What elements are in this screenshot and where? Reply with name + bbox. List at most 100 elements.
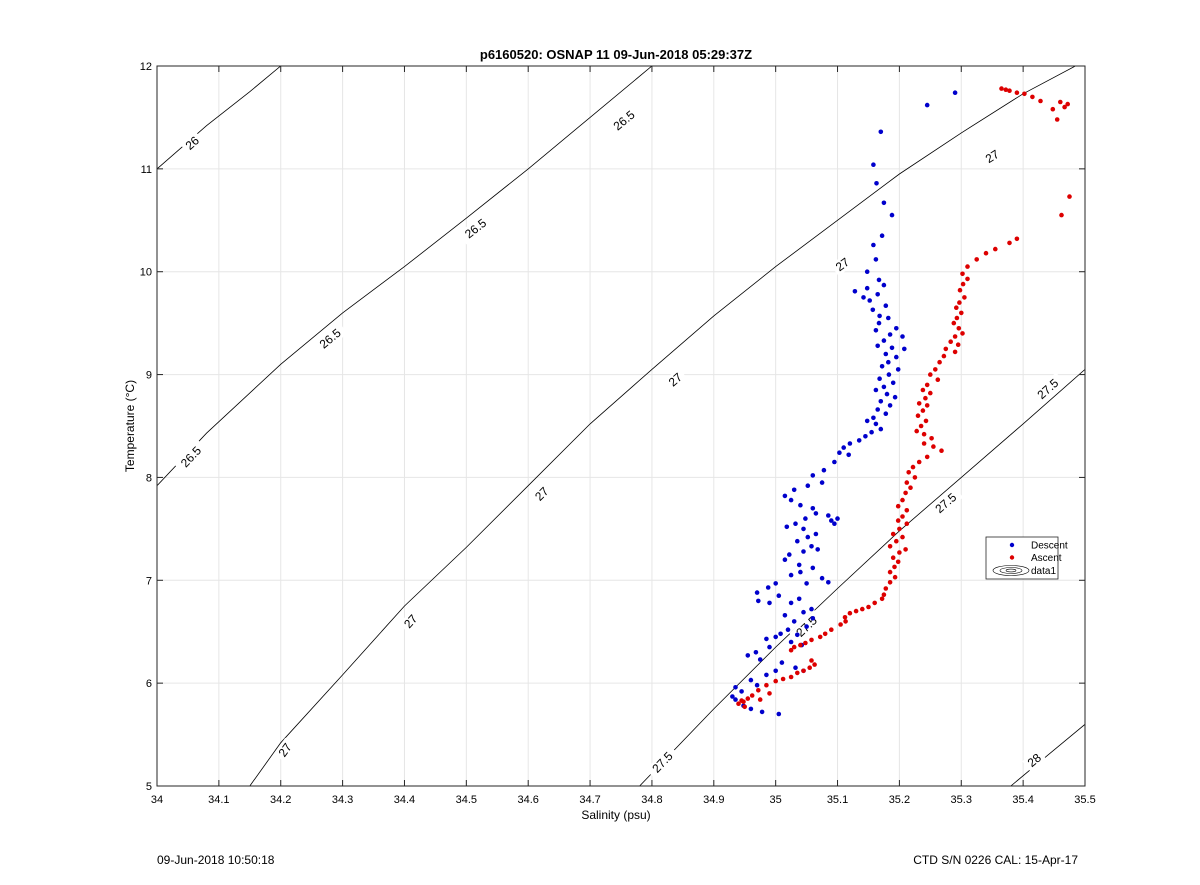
point-ascent	[923, 395, 928, 401]
point-ascent	[1022, 91, 1027, 97]
point-descent	[873, 421, 879, 427]
point-ascent	[1058, 99, 1063, 105]
point-descent	[883, 303, 889, 309]
point-ascent	[931, 444, 936, 449]
contour-label-bg	[645, 745, 680, 780]
point-descent	[886, 359, 891, 365]
point-ascent	[788, 647, 794, 653]
point-descent	[847, 441, 853, 446]
point-descent	[867, 298, 872, 303]
point-ascent	[890, 531, 896, 537]
point-ascent	[1003, 87, 1009, 92]
contour-label-bg	[980, 145, 1005, 168]
point-descent	[837, 450, 842, 456]
point-ascent	[1067, 194, 1072, 199]
point-ascent	[912, 475, 918, 480]
point-descent	[864, 285, 870, 291]
point-ascent	[803, 640, 808, 646]
point-ascent	[895, 559, 901, 565]
point-descent	[881, 384, 887, 390]
point-ascent	[1030, 94, 1035, 100]
point-ascent	[955, 342, 961, 348]
point-ascent	[1038, 98, 1043, 104]
point-ascent	[910, 464, 916, 470]
point-descent	[730, 694, 735, 699]
point-descent	[894, 326, 899, 331]
point-ascent	[847, 610, 853, 616]
point-descent	[832, 459, 837, 465]
point-descent	[782, 557, 788, 562]
point-descent	[784, 524, 790, 530]
contour-label-bg	[529, 481, 554, 506]
contour-line	[157, 66, 653, 486]
point-descent	[810, 473, 816, 478]
point-ascent	[941, 353, 947, 359]
point-descent	[765, 585, 771, 590]
point-ascent	[916, 459, 922, 465]
point-ascent	[736, 701, 741, 706]
point-descent	[871, 162, 876, 167]
point-ascent	[756, 688, 761, 693]
point-descent	[873, 328, 879, 333]
point-ascent	[1062, 104, 1067, 110]
point-descent	[773, 581, 778, 586]
y-tick-label: 10	[140, 267, 152, 279]
point-descent	[841, 445, 846, 450]
point-ascent	[962, 295, 967, 300]
contour-label-bg	[1022, 748, 1047, 773]
point-descent	[793, 665, 798, 670]
point-ascent	[921, 431, 927, 437]
point-ascent	[883, 586, 889, 591]
point-ascent	[937, 359, 942, 365]
point-descent	[894, 354, 899, 360]
x-tick-label: 35	[770, 794, 782, 806]
point-descent	[902, 346, 907, 352]
point-descent	[793, 521, 798, 526]
point-ascent	[809, 658, 814, 663]
contour-label-bg	[398, 609, 423, 634]
point-ascent	[906, 470, 911, 475]
point-ascent	[957, 300, 962, 305]
point-descent	[826, 580, 831, 585]
point-ascent	[773, 678, 778, 684]
point-descent	[809, 606, 814, 612]
point-descent	[826, 513, 831, 518]
x-tick-label: 35.4	[1012, 794, 1033, 806]
point-descent	[886, 315, 891, 321]
point-descent	[815, 547, 820, 552]
point-descent	[776, 711, 782, 717]
point-descent	[889, 345, 895, 351]
x-tick-label: 34	[151, 794, 163, 806]
point-ascent	[795, 670, 800, 676]
point-ascent	[954, 315, 960, 321]
point-descent	[754, 590, 760, 595]
point-ascent	[924, 454, 930, 460]
y-tick-label: 11	[141, 164, 152, 176]
legend-descent-label: Descent	[1031, 541, 1068, 552]
point-ascent	[920, 408, 926, 413]
contour-label-bg	[830, 252, 855, 277]
axis-ticks: 34 34.1 34.2 34.3 34.4 34.5 34.6 34.7 34.8 34.9 35…	[140, 61, 1096, 806]
point-ascent	[903, 547, 908, 552]
y-tick-label: 5	[146, 781, 152, 793]
point-descent	[805, 483, 811, 489]
contour-line	[639, 369, 1085, 786]
point-descent	[810, 506, 816, 511]
point-descent	[757, 657, 763, 662]
point-ascent	[965, 276, 970, 282]
x-axis-label: Salinity (psu)	[581, 808, 650, 822]
point-ascent	[866, 604, 871, 610]
chart-title: p6160520: OSNAP 11 09-Jun-2018 05:29:37Z	[480, 47, 752, 62]
point-descent	[788, 639, 794, 645]
footer-ctd-info: CTD S/N 0226 CAL: 15-Apr-17	[913, 853, 1078, 867]
point-ascent	[890, 555, 896, 560]
point-descent	[884, 391, 890, 397]
point-ascent	[879, 596, 885, 602]
point-descent	[801, 609, 806, 615]
point-descent	[877, 376, 882, 382]
grid	[156, 65, 1086, 787]
point-descent	[788, 497, 794, 503]
point-descent	[879, 364, 885, 369]
legend: Descent Ascent data1	[985, 536, 1068, 580]
point-descent	[819, 575, 825, 581]
